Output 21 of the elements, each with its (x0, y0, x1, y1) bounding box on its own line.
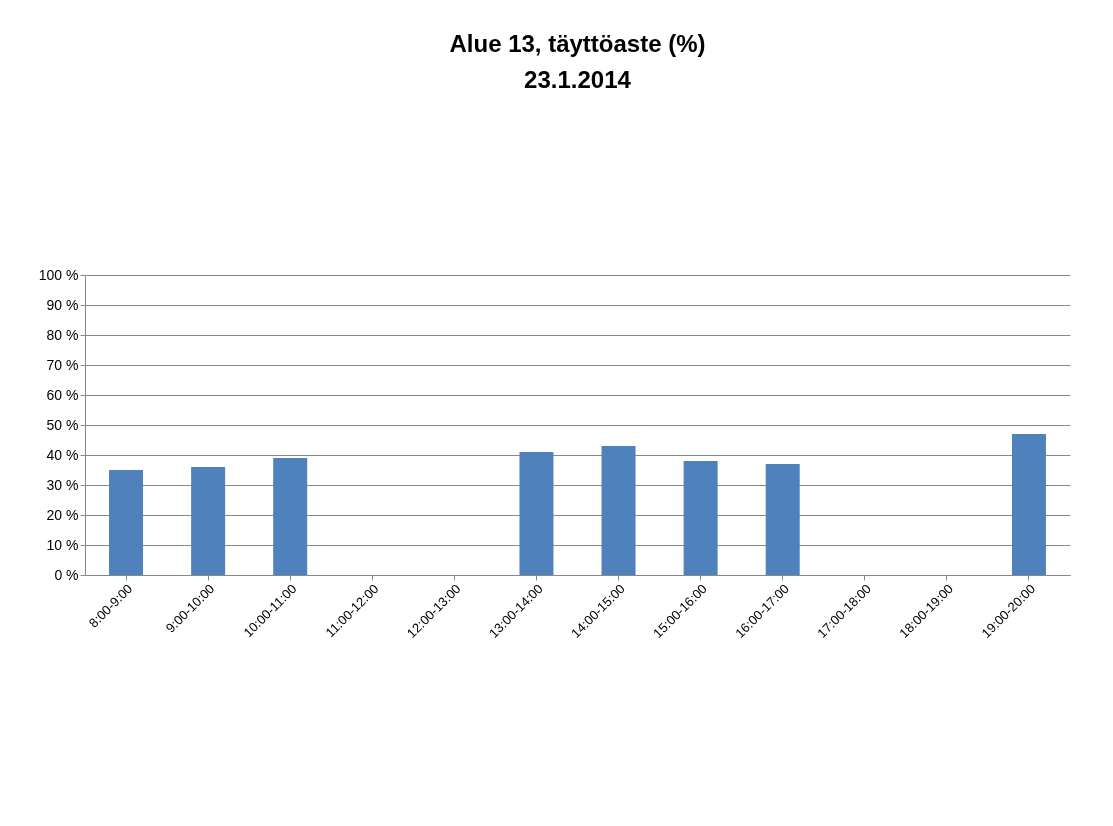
bar (191, 467, 226, 575)
y-tick-label: 70 % (46, 356, 79, 373)
bar (1011, 434, 1046, 575)
bar (683, 461, 718, 575)
y-tick-label: 20 % (46, 506, 79, 523)
chart-subtitle: 23.1.2014 (524, 66, 632, 93)
y-tick-label: 50 % (46, 416, 79, 433)
y-tick-label: 30 % (46, 476, 79, 493)
bar (765, 464, 800, 575)
y-tick-label: 80 % (46, 326, 79, 343)
y-tick-label: 10 % (46, 536, 79, 553)
bar (519, 452, 554, 575)
bar (273, 458, 308, 575)
chart-title: Alue 13, täyttöaste (%) (449, 30, 706, 57)
y-tick-label: 60 % (46, 386, 79, 403)
bar (109, 470, 144, 575)
y-tick-label: 100 % (38, 266, 79, 283)
y-tick-label: 40 % (46, 446, 79, 463)
y-tick-label: 0 % (54, 566, 79, 583)
bar (601, 446, 636, 575)
y-tick-label: 90 % (46, 296, 79, 313)
